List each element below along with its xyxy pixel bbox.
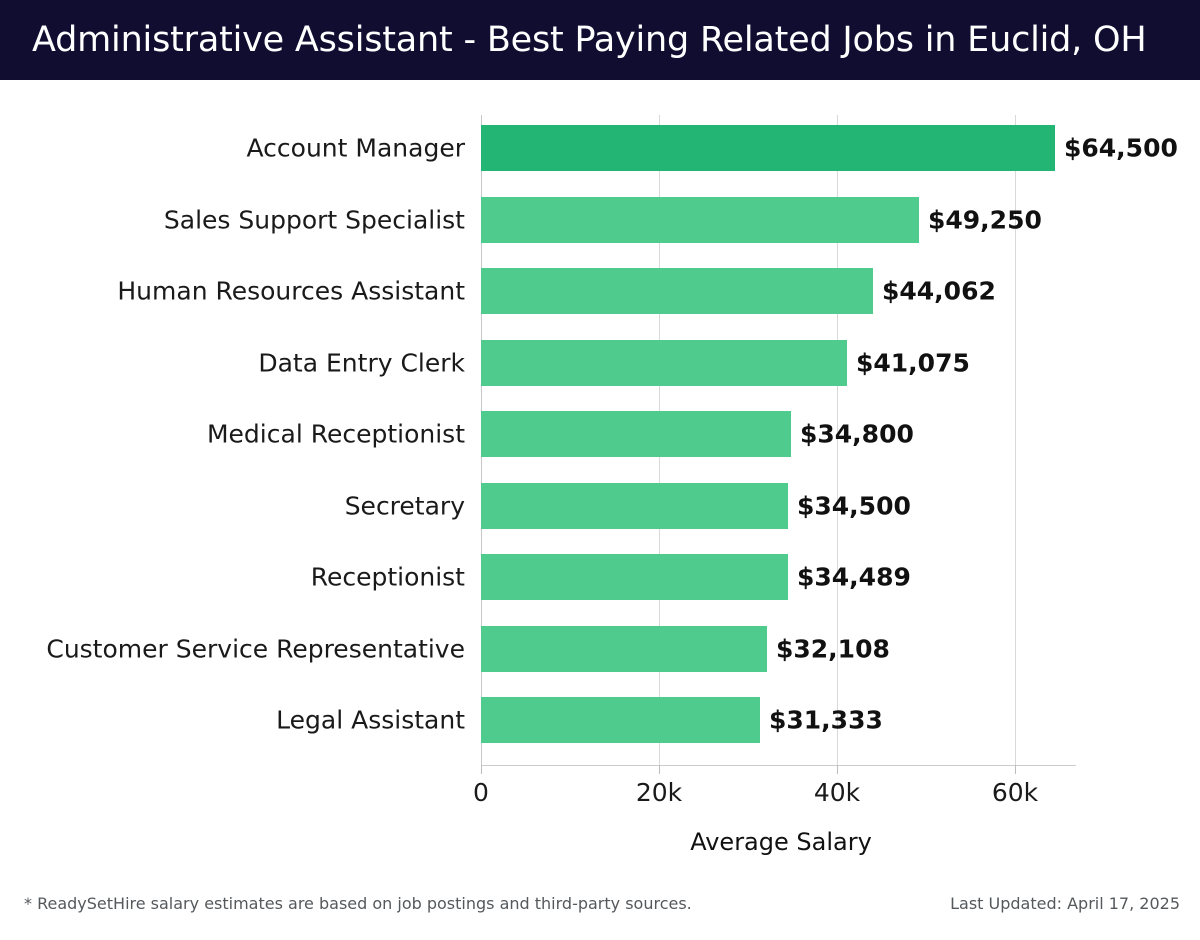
x-tick-label: 40k [813,778,861,807]
x-tick-40k [837,765,838,774]
bar[interactable] [481,697,760,743]
category-label: Secretary [344,491,465,520]
page-header: Administrative Assistant - Best Paying R… [0,0,1200,80]
footer-disclaimer: * ReadySetHire salary estimates are base… [24,894,692,913]
bar-value-label: $34,500 [797,491,911,520]
category-label: Medical Receptionist [206,419,465,449]
page-footer: * ReadySetHire salary estimates are base… [0,860,1200,940]
bar[interactable] [481,339,847,386]
gridline-40k [837,115,838,765]
x-tick-label: 60k [991,778,1039,807]
bar-row[interactable]: Human Resources Assistant $44,062 [0,268,1200,314]
bar-row[interactable]: Data Entry Clerk $41,075 [0,339,1200,386]
x-tick-label: 20k [635,778,683,807]
bar-chart-plot: Account Manager $64,500 Sales Support Spec… [0,80,1200,860]
bar-row[interactable]: Customer Service Representative $32,108 [0,625,1200,672]
x-tick-20k [659,765,660,774]
bar-value-label: $49,250 [928,205,1042,234]
bar-value-label: $34,489 [797,562,911,592]
bar-row[interactable]: Secretary $34,500 [0,482,1200,529]
bar-row[interactable]: Sales Support Specialist $49,250 [0,196,1200,243]
category-label: Legal Assistant [276,705,465,735]
category-label: Data Entry Clerk [258,348,465,377]
bar[interactable] [481,196,919,243]
bar[interactable] [481,625,767,672]
bar-row[interactable]: Medical Receptionist $34,800 [0,411,1200,457]
bar[interactable] [481,268,873,314]
bar-value-label: $34,800 [800,419,914,449]
page-title: Administrative Assistant - Best Paying R… [32,20,1147,60]
bar[interactable] [481,482,788,529]
x-tick-0 [481,765,482,774]
bar[interactable] [481,125,1055,171]
bar-value-label: $32,108 [776,634,890,663]
x-axis-line [481,765,1076,766]
bar-value-label: $31,333 [769,705,883,735]
bar-row[interactable]: Receptionist $34,489 [0,554,1200,600]
category-label: Account Manager [246,133,465,163]
bar-value-label: $41,075 [856,348,970,377]
category-label: Sales Support Specialist [163,205,465,234]
bar[interactable] [481,411,791,457]
category-label: Customer Service Representative [46,634,465,663]
bar-row[interactable]: Legal Assistant $31,333 [0,697,1200,743]
footer-last-updated: Last Updated: April 17, 2025 [950,894,1180,913]
x-tick-label: 0 [473,778,489,807]
category-label: Receptionist [310,562,465,592]
gridline-60k [1015,115,1016,765]
x-tick-60k [1015,765,1016,774]
bar-value-label: $44,062 [882,276,996,306]
bar-row[interactable]: Account Manager $64,500 [0,125,1200,171]
bar[interactable] [481,554,788,600]
bar-value-label: $64,500 [1064,133,1178,163]
category-label: Human Resources Assistant [117,276,465,306]
x-axis-title: Average Salary [690,828,872,856]
